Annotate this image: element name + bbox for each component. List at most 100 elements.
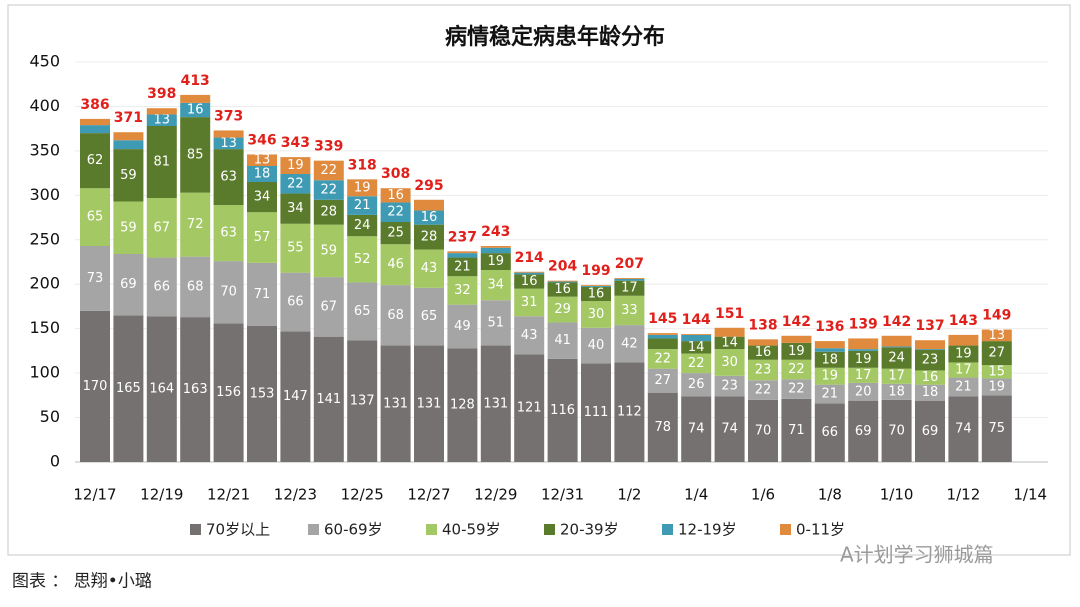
- segment-label: 21: [955, 379, 972, 394]
- legend-label: 60-69岁: [324, 521, 383, 539]
- segment-label: 19: [855, 352, 872, 367]
- bar-segment: [514, 271, 545, 273]
- segment-label: 46: [387, 257, 404, 272]
- bar-segment: [347, 340, 378, 462]
- y-tick-label: 50: [40, 407, 60, 426]
- total-label: 308: [381, 166, 410, 182]
- segment-label: 13: [154, 113, 171, 128]
- bar-segment: [380, 244, 411, 286]
- segment-label: 66: [287, 295, 304, 310]
- bar-segment: [814, 384, 845, 404]
- bar-segment: [915, 349, 945, 350]
- segment-label: 30: [588, 307, 605, 322]
- bar-segment: [547, 280, 578, 282]
- bar-segment: [681, 396, 712, 462]
- segment-label: 31: [521, 295, 538, 310]
- bar-segment: [113, 132, 144, 141]
- x-tick-label: 12/21: [207, 486, 250, 504]
- segment-label: 165: [116, 381, 141, 396]
- bar-segment: [948, 377, 979, 397]
- segment-label: 25: [387, 226, 404, 241]
- bar-segment: [981, 395, 1012, 462]
- bar-segment: [814, 367, 845, 385]
- x-tick-label: 12/17: [73, 486, 116, 504]
- segment-label: 19: [788, 344, 805, 359]
- segment-label: 16: [588, 287, 605, 302]
- bar-segment: [447, 304, 478, 349]
- segment-label: 67: [154, 220, 171, 235]
- bar-segment: [881, 368, 912, 384]
- x-tick-label: 12/27: [407, 486, 450, 504]
- segment-label: 19: [989, 379, 1006, 394]
- caption: 图表 ： 思翔•小璐: [12, 572, 152, 592]
- bar-segment: [681, 334, 712, 335]
- bar-segment: [247, 212, 277, 263]
- bar-segment: [881, 335, 912, 347]
- x-tick-label: 1/2: [617, 486, 641, 504]
- segment-label: 24: [354, 218, 371, 233]
- segment-label: 62: [87, 153, 104, 168]
- bar-segment: [247, 262, 277, 326]
- segment-label: 13: [254, 153, 271, 168]
- bar-segment: [781, 359, 812, 380]
- bar-segment: [480, 345, 511, 462]
- bar-segment: [547, 358, 578, 462]
- segment-label: 70: [755, 423, 772, 438]
- x-tick-label: 12/19: [140, 486, 183, 504]
- bar-segment: [347, 236, 378, 283]
- y-tick-label: 300: [29, 185, 60, 204]
- segment-label: 24: [888, 351, 905, 366]
- segment-label: 131: [383, 396, 408, 411]
- total-label: 295: [414, 178, 443, 194]
- segment-label: 68: [187, 279, 204, 294]
- segment-label: 59: [120, 220, 137, 235]
- bar-segment: [781, 379, 812, 399]
- bar-segment: [180, 256, 211, 318]
- bar-segment: [781, 398, 812, 462]
- bar-segment: [280, 193, 311, 224]
- bar-segment: [213, 130, 244, 138]
- bar-segment: [581, 301, 611, 328]
- segment-label: 30: [721, 355, 738, 370]
- bar-segment: [981, 378, 1012, 396]
- segment-label: 17: [955, 363, 972, 378]
- total-label: 149: [982, 308, 1011, 324]
- bar-segment: [380, 202, 411, 222]
- bar-segment: [80, 188, 110, 246]
- bar-segment: [881, 383, 912, 400]
- segment-label: 40: [588, 338, 605, 353]
- bar-segment: [347, 196, 378, 215]
- bar-segment: [647, 392, 678, 462]
- segment-label: 51: [488, 315, 505, 330]
- segment-label: 22: [688, 356, 705, 371]
- segment-label: 22: [321, 163, 338, 178]
- bar-segment: [614, 278, 645, 279]
- total-label: 138: [748, 317, 777, 333]
- segment-label: 19: [822, 369, 839, 384]
- bar-segment: [981, 329, 1012, 342]
- watermark: A计划学习狮城篇: [840, 543, 994, 567]
- legend-label: 70岁以上: [206, 521, 270, 539]
- bar-segment: [80, 133, 110, 189]
- segment-label: 16: [187, 103, 204, 118]
- total-label: 386: [80, 97, 109, 113]
- segment-label: 22: [755, 383, 772, 398]
- total-label: 318: [348, 157, 377, 173]
- segment-label: 18: [922, 385, 939, 400]
- total-label: 237: [448, 229, 477, 245]
- segment-label: 69: [120, 277, 137, 292]
- legend-swatch: [544, 524, 555, 535]
- bar-segment: [714, 375, 745, 397]
- segment-label: 74: [955, 422, 972, 437]
- segment-label: 59: [120, 168, 137, 183]
- bar-segment: [748, 339, 778, 346]
- segment-label: 16: [922, 370, 939, 385]
- segment-label: 23: [721, 379, 738, 394]
- segment-label: 16: [755, 345, 772, 360]
- segment-label: 68: [387, 308, 404, 323]
- x-tick-label: 1/6: [751, 486, 775, 504]
- bar-segment: [347, 282, 378, 341]
- bar-segment: [113, 201, 144, 254]
- bar-segment: [547, 296, 578, 323]
- bar-segment: [681, 373, 712, 397]
